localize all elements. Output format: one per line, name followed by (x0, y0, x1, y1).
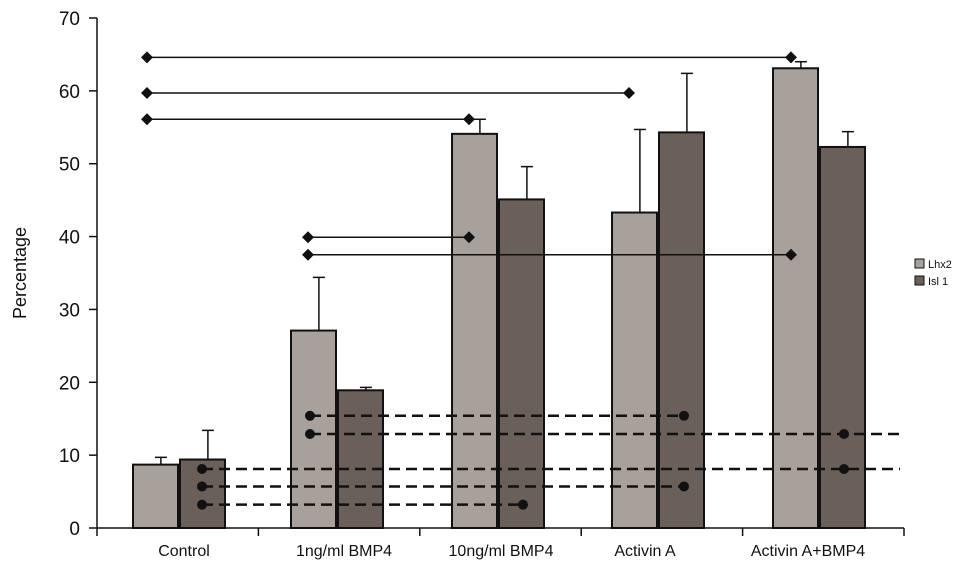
dot-marker (518, 499, 528, 510)
y-tick-label: 60 (59, 82, 80, 103)
dot-marker (679, 410, 689, 421)
diamond-marker (141, 113, 153, 126)
legend-label: Lhx2 (928, 259, 952, 271)
diamond-marker (623, 87, 635, 100)
x-tick-label: 10ng/ml BMP4 (449, 543, 554, 560)
x-tick-label: Activin A (614, 543, 676, 560)
legend: Lhx2 Isl 1 (914, 258, 952, 288)
diamond-marker (302, 231, 314, 244)
diamond-marker (463, 113, 475, 126)
bar-lhx2 (132, 463, 179, 530)
y-tick-label: 20 (59, 373, 80, 394)
dot-marker (839, 429, 849, 440)
bar-lhx2 (451, 132, 498, 529)
diamond-marker (463, 231, 475, 244)
axes: Percentage 0 10 20 30 40 50 60 70 Control 1ng/ml … (10, 9, 905, 560)
bar-isl1 (337, 389, 384, 529)
x-tick-label: 1ng/ml BMP4 (296, 543, 392, 560)
dot-marker (197, 463, 207, 474)
y-tick-label: 50 (59, 155, 80, 176)
diamond-marker (785, 51, 797, 64)
legend-swatch (914, 275, 925, 286)
dot-marker (305, 429, 315, 440)
significance-markers (141, 51, 900, 510)
dot-marker (197, 499, 207, 510)
dot-marker (197, 481, 207, 492)
diamond-marker (141, 87, 153, 100)
legend-swatch (914, 258, 925, 269)
legend-label: Isl 1 (928, 276, 948, 288)
y-tick-label: 40 (59, 228, 80, 249)
diamond-marker (302, 248, 314, 261)
bar-lhx2 (290, 329, 337, 529)
diamond-marker (141, 51, 153, 64)
y-tick-label: 30 (59, 300, 80, 321)
y-tick-label: 70 (59, 9, 80, 30)
dot-marker (305, 410, 315, 421)
y-tick-label: 0 (69, 519, 80, 540)
dot-marker (679, 481, 689, 492)
x-tick-label: Control (158, 543, 210, 560)
y-axis-title: Percentage (10, 227, 30, 319)
dot-marker (839, 463, 849, 474)
y-tick-label: 10 (59, 446, 80, 467)
bars (132, 60, 866, 530)
diamond-marker (785, 248, 797, 261)
bar-lhx2 (772, 67, 819, 530)
bar-lhx2 (611, 211, 658, 529)
x-tick-label: Activin A+BMP4 (751, 543, 865, 560)
bar-isl1 (498, 198, 545, 530)
